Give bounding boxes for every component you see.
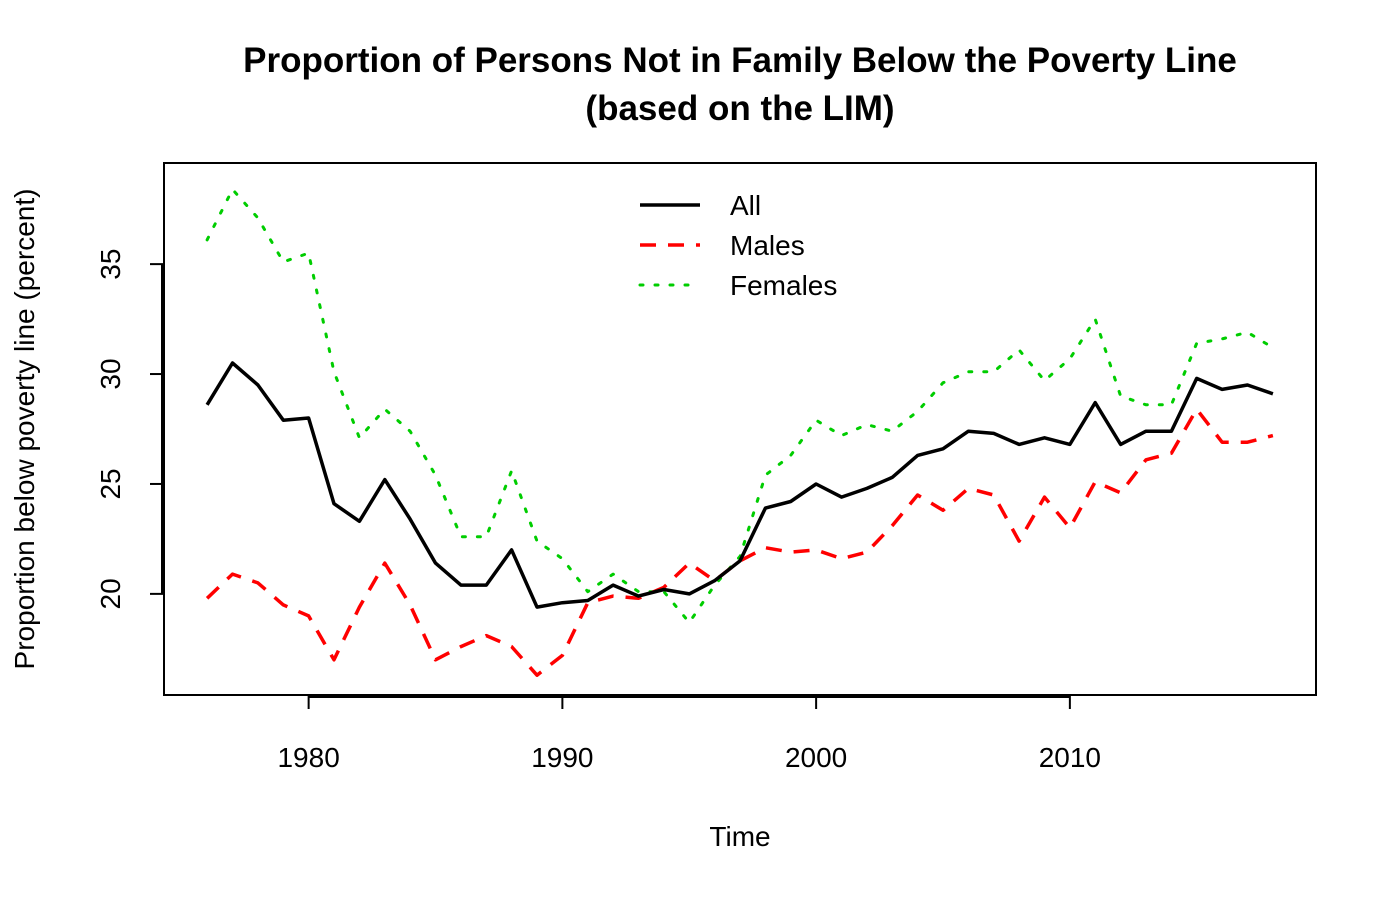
legend-item-all: All	[640, 190, 761, 221]
legend-label: All	[730, 190, 761, 221]
x-tick-label: 2010	[1039, 742, 1101, 773]
series-line-females	[205, 187, 1275, 624]
y-tick-label: 35	[95, 249, 126, 280]
legend: All Males Females	[638, 190, 837, 301]
x-tick-label: 1980	[277, 742, 339, 773]
y-axis: 20 25 30 35	[95, 249, 164, 609]
y-tick-label: 20	[95, 578, 126, 609]
chart-subtitle: (based on the LIM)	[585, 89, 894, 128]
x-tick-label: 1990	[531, 742, 593, 773]
series-line-males	[205, 407, 1274, 677]
y-tick-label: 30	[95, 358, 126, 389]
y-axis-label: Proportion below poverty line (percent)	[9, 189, 40, 670]
legend-item-females: Females	[638, 270, 837, 301]
x-axis: 1980 1990 2000 2010	[277, 695, 1101, 773]
legend-label: Males	[730, 230, 805, 261]
legend-label: Females	[730, 270, 837, 301]
plot-frame	[163, 162, 1317, 696]
x-axis-label: Time	[709, 821, 770, 852]
x-tick-label: 2000	[785, 742, 847, 773]
series-line-all	[205, 361, 1274, 609]
series-layer	[205, 187, 1275, 677]
legend-item-males: Males	[640, 230, 805, 261]
y-tick-label: 25	[95, 468, 126, 499]
chart-title: Proportion of Persons Not in Family Belo…	[243, 41, 1237, 80]
